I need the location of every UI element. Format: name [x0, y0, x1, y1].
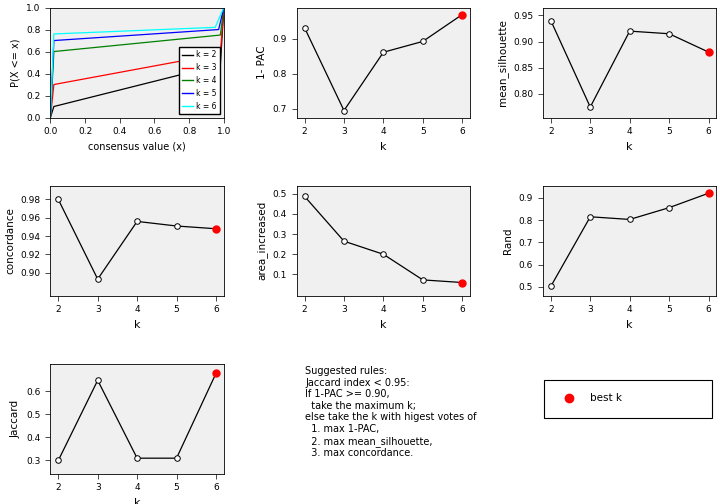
k = 4: [181, 35, 190, 41]
k = 5: [122, 33, 131, 39]
Y-axis label: P(X <= x): P(X <= x): [11, 38, 21, 87]
k = 3: [184, 56, 193, 62]
k = 6: [220, 5, 228, 11]
k = 3: [46, 114, 55, 120]
Y-axis label: Jaccard: Jaccard: [11, 400, 21, 438]
k = 3: [64, 79, 73, 85]
Y-axis label: area_increased: area_increased: [256, 201, 267, 280]
k = 3: [220, 5, 228, 11]
k = 2: [122, 85, 131, 91]
k = 5: [184, 29, 193, 35]
k = 6: [46, 114, 55, 120]
X-axis label: k: k: [380, 320, 387, 330]
k = 2: [181, 71, 190, 77]
k = 3: [165, 60, 174, 66]
k = 5: [181, 29, 190, 35]
k = 5: [116, 33, 125, 39]
k = 3: [181, 57, 190, 63]
k = 6: [184, 25, 193, 31]
Line: k = 5: k = 5: [50, 8, 224, 117]
k = 6: [181, 26, 190, 32]
Y-axis label: concordance: concordance: [5, 207, 15, 274]
k = 4: [64, 47, 73, 53]
k = 2: [165, 75, 174, 81]
k = 5: [220, 5, 228, 11]
k = 4: [46, 114, 55, 120]
Text: Suggested rules:
Jaccard index < 0.95:
If 1-PAC >= 0.90,
  take the maximum k;
e: Suggested rules: Jaccard index < 0.95: I…: [305, 366, 477, 458]
Legend: k = 2, k = 3, k = 4, k = 5, k = 6: k = 2, k = 3, k = 4, k = 5, k = 6: [179, 47, 220, 114]
k = 3: [116, 69, 125, 75]
Y-axis label: mean_silhouette: mean_silhouette: [497, 19, 508, 106]
k = 2: [46, 114, 55, 120]
k = 2: [220, 5, 228, 11]
k = 5: [64, 37, 73, 43]
X-axis label: k: k: [134, 320, 140, 330]
k = 2: [184, 70, 193, 76]
Line: k = 3: k = 3: [50, 8, 224, 117]
k = 2: [116, 87, 125, 93]
Line: k = 4: k = 4: [50, 8, 224, 117]
k = 4: [220, 5, 228, 11]
k = 4: [122, 41, 131, 47]
k = 6: [64, 30, 73, 36]
X-axis label: k: k: [626, 320, 633, 330]
Line: k = 6: k = 6: [50, 8, 224, 117]
k = 6: [116, 28, 125, 34]
k = 4: [165, 37, 174, 43]
X-axis label: k: k: [380, 142, 387, 152]
Text: best k: best k: [590, 394, 623, 403]
k = 6: [165, 26, 174, 32]
k = 5: [165, 30, 174, 36]
k = 4: [184, 35, 193, 41]
FancyBboxPatch shape: [544, 381, 712, 418]
X-axis label: consensus value (x): consensus value (x): [89, 142, 186, 152]
k = 3: [122, 68, 131, 74]
X-axis label: k: k: [134, 498, 140, 504]
k = 6: [122, 28, 131, 34]
Line: k = 2: k = 2: [50, 8, 224, 117]
Y-axis label: 1- PAC: 1- PAC: [257, 46, 267, 79]
X-axis label: k: k: [626, 142, 633, 152]
Y-axis label: Rand: Rand: [503, 227, 513, 254]
k = 4: [116, 42, 125, 48]
k = 2: [64, 100, 73, 106]
k = 5: [46, 114, 55, 120]
